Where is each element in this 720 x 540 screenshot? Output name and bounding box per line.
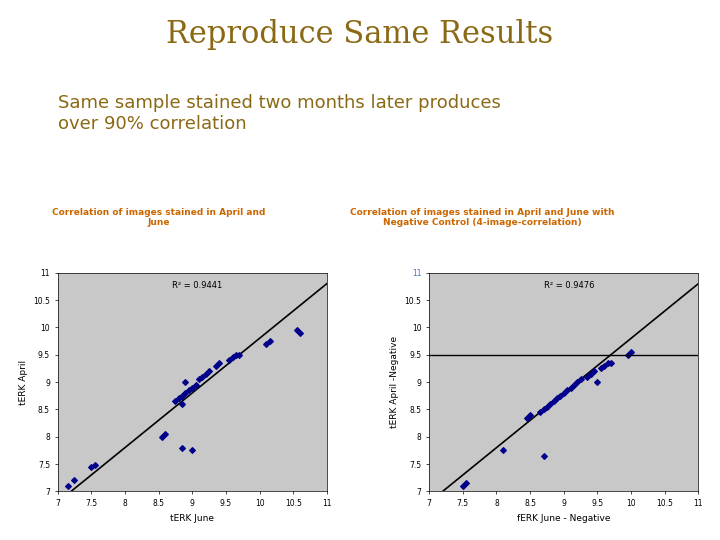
Point xyxy=(176,400,188,408)
Point xyxy=(264,337,275,346)
Point xyxy=(230,350,242,359)
Point xyxy=(176,392,188,400)
Point xyxy=(62,482,73,490)
Point xyxy=(200,369,212,378)
Point xyxy=(160,430,171,438)
Point xyxy=(180,378,192,387)
Point xyxy=(183,386,194,395)
Point xyxy=(498,446,509,455)
X-axis label: tERK June: tERK June xyxy=(170,514,215,523)
X-axis label: fERK June - Negative: fERK June - Negative xyxy=(517,514,611,523)
Point xyxy=(460,479,472,488)
Point xyxy=(605,359,616,367)
Text: Reproduce Same Results: Reproduce Same Results xyxy=(166,19,554,50)
Point xyxy=(602,359,613,367)
Point xyxy=(190,381,202,389)
Point xyxy=(227,353,238,362)
Text: Same sample stained two months later produces
over 90% correlation: Same sample stained two months later pro… xyxy=(58,94,500,133)
Point xyxy=(562,386,573,395)
Point xyxy=(170,397,181,406)
Point xyxy=(176,443,188,452)
Point xyxy=(186,383,198,392)
Point xyxy=(538,451,549,460)
Point xyxy=(568,381,580,389)
Y-axis label: tERK April: tERK April xyxy=(19,360,27,404)
Point xyxy=(534,408,546,416)
Point xyxy=(582,372,593,381)
Point xyxy=(585,369,596,378)
Point xyxy=(86,462,97,471)
Point xyxy=(554,392,566,400)
Point xyxy=(203,367,215,375)
Point xyxy=(575,375,586,383)
Point xyxy=(294,328,306,337)
Point xyxy=(592,378,603,387)
Point xyxy=(261,340,272,348)
Text: R² = 0.9441: R² = 0.9441 xyxy=(173,281,222,291)
Point xyxy=(552,394,563,403)
Point xyxy=(588,367,600,375)
Point xyxy=(538,405,549,414)
Point xyxy=(524,410,536,419)
Text: R² = 0.9476: R² = 0.9476 xyxy=(544,281,595,291)
Point xyxy=(521,413,533,422)
Point xyxy=(598,361,610,370)
Point xyxy=(457,482,469,490)
Point xyxy=(197,372,208,381)
Point xyxy=(89,461,100,469)
Point xyxy=(626,348,637,356)
Point xyxy=(68,476,80,485)
Point xyxy=(186,446,198,455)
Point xyxy=(291,326,302,334)
Point xyxy=(180,389,192,397)
Point xyxy=(548,397,559,406)
Text: Correlation of images stained in April and June with
Negative Control (4-image-c: Correlation of images stained in April a… xyxy=(350,208,615,227)
Point xyxy=(558,389,570,397)
Point xyxy=(233,350,245,359)
Point xyxy=(173,394,184,403)
Point xyxy=(210,361,222,370)
Point xyxy=(213,359,225,367)
Point xyxy=(193,375,204,383)
Point xyxy=(564,383,576,392)
Point xyxy=(572,378,583,387)
Point xyxy=(595,364,606,373)
Text: Correlation of images stained in April and
June: Correlation of images stained in April a… xyxy=(52,208,265,227)
Point xyxy=(156,433,168,441)
Point xyxy=(622,350,634,359)
Point xyxy=(223,356,235,364)
Point xyxy=(541,402,553,411)
Y-axis label: tERK April -Negative: tERK April -Negative xyxy=(390,336,399,428)
Point xyxy=(544,400,556,408)
